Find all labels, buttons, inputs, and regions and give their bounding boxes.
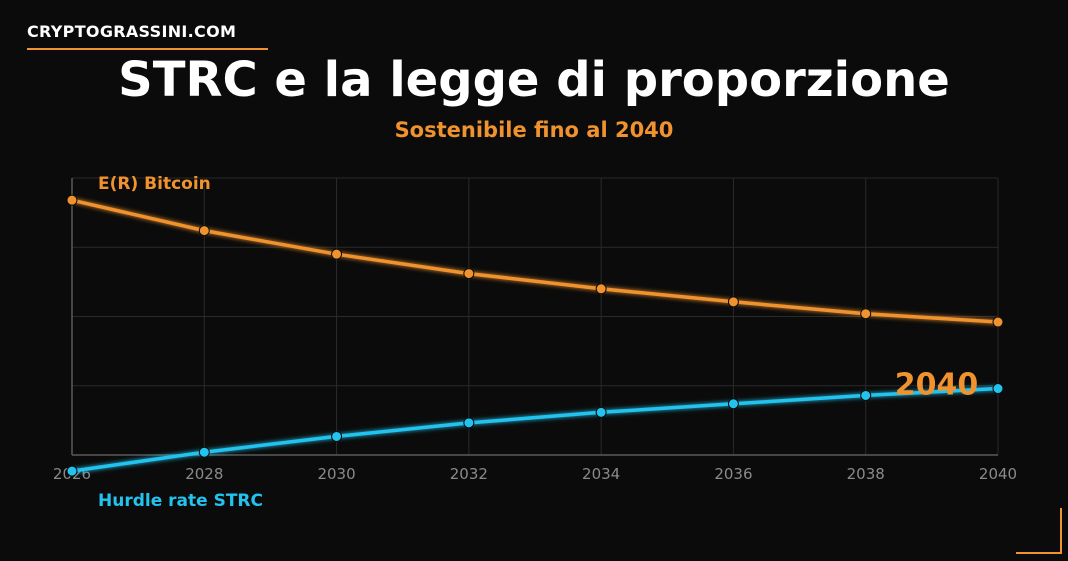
data-point-0 — [463, 268, 475, 280]
x-tick-label: 2036 — [714, 465, 752, 483]
data-point-0 — [66, 194, 78, 206]
data-point-1 — [595, 406, 607, 418]
x-tick-label: 2038 — [847, 465, 885, 483]
page-subtitle: Sostenibile fino al 2040 — [394, 118, 674, 142]
page-title: STRC e la legge di proporzione — [118, 52, 950, 108]
x-tick-label: 2030 — [317, 465, 355, 483]
data-point-0 — [595, 283, 607, 295]
brand-underline — [27, 48, 268, 50]
brand-logo-text: CRYPTOGRASSINI.COM — [27, 22, 237, 41]
corner-accent-horizontal — [1016, 552, 1062, 554]
data-point-1 — [727, 398, 739, 410]
x-tick-label: 2040 — [979, 465, 1017, 483]
data-point-0 — [992, 316, 1004, 328]
series-label-er-bitcoin: E(R) Bitcoin — [98, 174, 211, 194]
data-point-1 — [198, 446, 210, 458]
x-tick-label: 2032 — [450, 465, 488, 483]
data-point-1 — [66, 465, 78, 477]
annotation-label: 2040 — [895, 367, 979, 402]
data-point-1 — [860, 389, 872, 401]
data-point-0 — [860, 308, 872, 320]
series-label-hurdle-rate: Hurdle rate STRC — [98, 491, 263, 511]
data-point-1 — [992, 383, 1004, 395]
data-point-0 — [727, 296, 739, 308]
corner-accent-vertical — [1060, 508, 1062, 554]
x-tick-label: 2028 — [185, 465, 223, 483]
x-tick-label: 2034 — [582, 465, 620, 483]
data-point-1 — [331, 430, 343, 442]
data-point-0 — [198, 225, 210, 237]
data-point-0 — [331, 248, 343, 260]
data-point-1 — [463, 417, 475, 429]
series-line-1 — [71, 386, 999, 473]
series-line-0 — [71, 198, 999, 324]
